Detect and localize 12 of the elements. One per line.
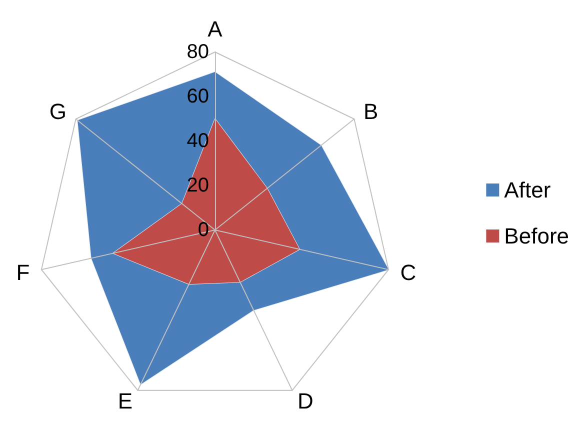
y-tick-label: 80 — [186, 41, 209, 63]
spoke-label: E — [118, 388, 133, 414]
spoke-label: B — [364, 99, 378, 124]
legend-label: After — [504, 178, 551, 202]
spoke-label: D — [297, 388, 314, 414]
spoke-label: A — [208, 16, 223, 42]
legend-label: Before — [504, 224, 570, 248]
y-tick-label: 60 — [186, 86, 209, 108]
spoke-label: G — [49, 99, 66, 124]
y-tick-label: 20 — [186, 174, 209, 196]
spoke-label: F — [16, 260, 30, 285]
spoke-label: C — [400, 260, 416, 285]
